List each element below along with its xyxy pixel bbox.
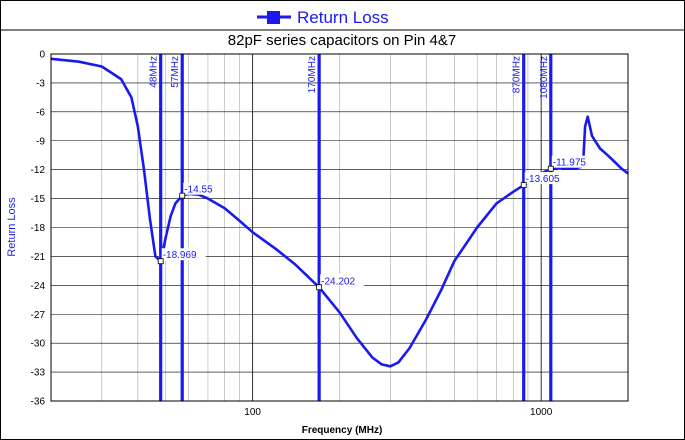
legend-label: Return Loss — [297, 8, 389, 27]
x-tick-label: 1000 — [530, 407, 553, 418]
legend: Return Loss — [257, 8, 389, 27]
y-tick-label: -6 — [36, 107, 45, 118]
y-tick-label: -9 — [36, 136, 45, 147]
marker-label: 1080MHz — [539, 56, 550, 99]
y-tick-label: -27 — [31, 310, 46, 321]
callout-value: -11.975 — [553, 158, 587, 169]
y-tick-label: -36 — [31, 397, 46, 408]
marker-label: 870MHz — [512, 56, 523, 93]
grid — [51, 53, 628, 402]
x-tick-label: 100 — [244, 407, 261, 418]
y-tick-label: -15 — [31, 194, 46, 205]
frequency-markers: 48MHz 57MHz 170MHz 870MHz 1080MHz — [149, 54, 553, 401]
callout-background — [551, 155, 596, 168]
y-axis-label: Return Loss — [6, 197, 18, 257]
callout-point — [179, 192, 186, 199]
callout-value: -13.605 — [526, 174, 560, 185]
legend-swatch — [267, 11, 280, 24]
y-tick-label: -3 — [36, 78, 45, 89]
callout-background — [161, 248, 206, 261]
marker-label: 48MHz — [149, 56, 160, 88]
y-tick-label: -33 — [31, 368, 46, 379]
marker-label: 57MHz — [170, 56, 181, 88]
callout-value: -18.969 — [163, 250, 197, 261]
callout-background — [320, 274, 365, 287]
x-axis-label: Frequency (MHz) — [302, 425, 383, 436]
callout-background — [524, 172, 569, 185]
marker-callouts: -18.969 -14.55 -24.202 -13.605 -11.975 — [157, 155, 596, 291]
chart-title: 82pF series capacitors on Pin 4&7 — [228, 32, 456, 49]
y-tick-label: -18 — [31, 223, 46, 234]
y-tick-label: -24 — [31, 281, 46, 292]
callout-value: -14.55 — [184, 185, 213, 196]
y-tick-label: -30 — [31, 339, 46, 350]
callout-point — [520, 182, 527, 188]
marker-label: 170MHz — [307, 56, 318, 93]
callout-background — [183, 182, 222, 195]
y-tick-label: -21 — [31, 252, 46, 263]
callout-point — [316, 284, 323, 291]
callout-point — [547, 165, 554, 172]
x-axis-ticks: 100 1000 — [244, 407, 552, 418]
callout-point — [157, 258, 164, 265]
y-axis-ticks: 0 -3 -6 -9 -12 -15 -18 -21 -24 -27 -30 -33 -36 — [31, 50, 46, 408]
plot-frame — [50, 53, 629, 402]
y-tick-label: -12 — [31, 165, 46, 176]
callout-value: -24.202 — [321, 276, 355, 287]
y-tick-label: 0 — [39, 50, 45, 61]
